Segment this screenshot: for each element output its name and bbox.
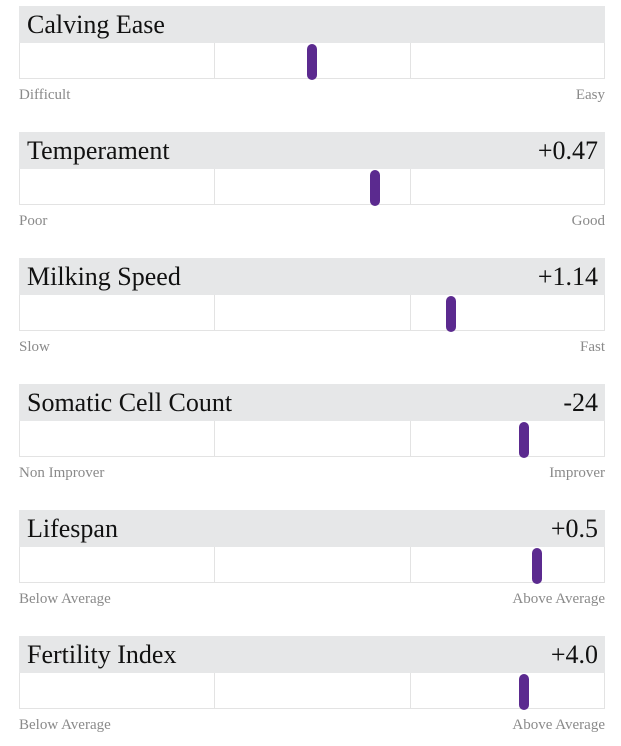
trait-header: Somatic Cell Count -24 (19, 384, 605, 421)
trait-name: Calving Ease (27, 10, 165, 39)
trait-header: Calving Ease (19, 6, 605, 43)
trait-value: +0.47 (537, 136, 598, 165)
trait-name: Lifespan (27, 514, 118, 543)
track-divider (410, 673, 411, 708)
trait-panel: Somatic Cell Count -24 Non Improver Improve… (19, 384, 605, 494)
low-label: Below Average (19, 591, 111, 607)
trait-panel: Fertility Index +4.0 Below Average Above Av… (19, 636, 605, 746)
low-label: Below Average (19, 717, 111, 733)
trait-marker (307, 44, 317, 80)
trait-track (19, 295, 605, 331)
high-label: Above Average (512, 717, 605, 733)
track-divider (410, 421, 411, 456)
track-divider (214, 673, 215, 708)
trait-value: +4.0 (550, 640, 598, 669)
trait-header: Fertility Index +4.0 (19, 636, 605, 673)
track-divider (214, 547, 215, 582)
trait-track (19, 673, 605, 709)
trait-name: Temperament (27, 136, 170, 165)
low-label: Slow (19, 339, 50, 355)
trait-header: Milking Speed +1.14 (19, 258, 605, 295)
trait-value: -24 (563, 388, 598, 417)
track-divider (214, 169, 215, 204)
trait-name: Somatic Cell Count (27, 388, 233, 417)
track-divider (410, 43, 411, 78)
track-divider (214, 43, 215, 78)
trait-name: Milking Speed (27, 262, 181, 291)
high-label: Improver (549, 465, 605, 481)
trait-panel: Temperament +0.47 Poor Good (19, 132, 605, 242)
high-label: Good (571, 213, 605, 229)
track-divider (410, 295, 411, 330)
trait-track (19, 421, 605, 457)
trait-marker (369, 170, 380, 206)
trait-panel: Milking Speed +1.14 Slow Fast (19, 258, 605, 368)
high-label: Fast (579, 339, 605, 355)
track-divider (214, 295, 215, 330)
track-divider (410, 547, 411, 582)
low-label: Difficult (19, 87, 71, 103)
low-label: Non Improver (19, 465, 105, 481)
trait-value: +1.14 (537, 262, 598, 291)
low-label: Poor (19, 213, 48, 229)
trait-marker (519, 674, 530, 710)
trait-track (19, 169, 605, 205)
high-label: Easy (575, 87, 605, 103)
trait-name: Fertility Index (27, 640, 177, 669)
trait-marker (532, 548, 543, 584)
trait-panel: Calving Ease Difficult Easy (19, 6, 605, 116)
trait-header: Temperament +0.47 (19, 132, 605, 169)
high-label: Above Average (512, 591, 605, 607)
track-divider (214, 421, 215, 456)
track-divider (410, 169, 411, 204)
trait-value: +0.5 (550, 514, 598, 543)
trait-track (19, 547, 605, 583)
trait-marker (519, 422, 530, 458)
trait-marker (445, 296, 456, 332)
trait-panel: Lifespan +0.5 Below Average Above Average (19, 510, 605, 620)
trait-header: Lifespan +0.5 (19, 510, 605, 547)
